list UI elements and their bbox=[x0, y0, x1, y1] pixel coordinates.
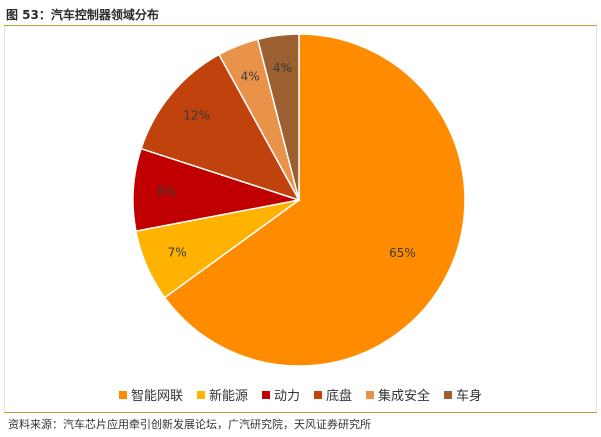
legend-item-5: 车身 bbox=[444, 385, 482, 404]
pie-slice-0 bbox=[163, 33, 466, 367]
source-note: 资料来源：汽车芯片应用牵引创新发展论坛，广汽研究院，天风证券研究所 bbox=[8, 418, 371, 431]
pie-slice-label-3: 12% bbox=[183, 108, 210, 122]
legend-swatch-5 bbox=[444, 390, 453, 399]
legend-swatch-3 bbox=[314, 390, 322, 399]
pie-slice-3 bbox=[140, 53, 301, 202]
legend-item-4: 集成安全 bbox=[366, 385, 430, 404]
legend-swatch-1 bbox=[196, 390, 205, 399]
title-rule bbox=[4, 25, 597, 26]
legend-item-2: 动力 bbox=[261, 385, 300, 404]
legend-label-5: 车身 bbox=[456, 389, 483, 404]
figure-title: 图 53：汽车控制器领域分布 bbox=[6, 8, 159, 22]
source-rule bbox=[4, 412, 597, 413]
legend-item-1: 新能源 bbox=[196, 385, 248, 404]
legend-item-3: 底盘 bbox=[314, 385, 352, 404]
pie-slice-label-2: 8% bbox=[157, 185, 176, 199]
chart-legend: 智能网联 新能源 动力 底盘 集成安全 车身 bbox=[0, 385, 601, 404]
pie-slices bbox=[132, 33, 466, 367]
legend-label-0: 智能网联 bbox=[130, 389, 183, 404]
legend-swatch-2 bbox=[261, 390, 270, 399]
chart-frame bbox=[4, 26, 597, 412]
legend-label-1: 新能源 bbox=[208, 389, 248, 404]
legend-swatch-4 bbox=[366, 390, 375, 399]
pie-slice-5 bbox=[256, 33, 300, 201]
legend-swatch-0 bbox=[118, 390, 127, 399]
legend-label-4: 集成安全 bbox=[378, 389, 431, 404]
legend-label-3: 底盘 bbox=[326, 389, 353, 404]
legend-item-0: 智能网联 bbox=[118, 385, 183, 404]
pie-slice-label-5: 4% bbox=[273, 61, 292, 75]
pie-slice-label-0: 65% bbox=[389, 246, 416, 260]
pie-slice-label-4: 4% bbox=[241, 70, 260, 84]
legend-label-2: 动力 bbox=[273, 389, 300, 404]
pie-labels: 65% 7% 8% 12% 4% 4% bbox=[157, 61, 416, 260]
pie-slice-label-1: 7% bbox=[168, 246, 187, 260]
